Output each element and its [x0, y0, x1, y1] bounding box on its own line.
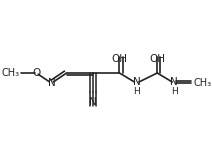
Text: OH: OH: [112, 54, 127, 64]
Text: H: H: [133, 87, 140, 96]
Text: CH₃: CH₃: [1, 68, 19, 78]
Text: N: N: [47, 78, 55, 88]
Text: N: N: [89, 97, 97, 107]
Text: H: H: [171, 87, 178, 96]
Text: CH₃: CH₃: [193, 78, 211, 88]
Text: N: N: [170, 78, 178, 87]
Text: O: O: [32, 68, 40, 78]
Text: N: N: [132, 78, 140, 87]
Text: OH: OH: [149, 54, 165, 64]
